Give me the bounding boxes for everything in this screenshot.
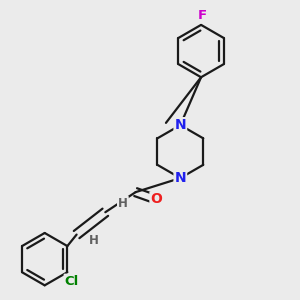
Text: H: H xyxy=(118,197,128,210)
Text: N: N xyxy=(175,118,186,132)
Text: H: H xyxy=(89,234,99,247)
Text: N: N xyxy=(175,171,186,185)
Text: O: O xyxy=(150,193,162,206)
Text: Cl: Cl xyxy=(65,275,79,288)
Text: F: F xyxy=(198,10,207,22)
